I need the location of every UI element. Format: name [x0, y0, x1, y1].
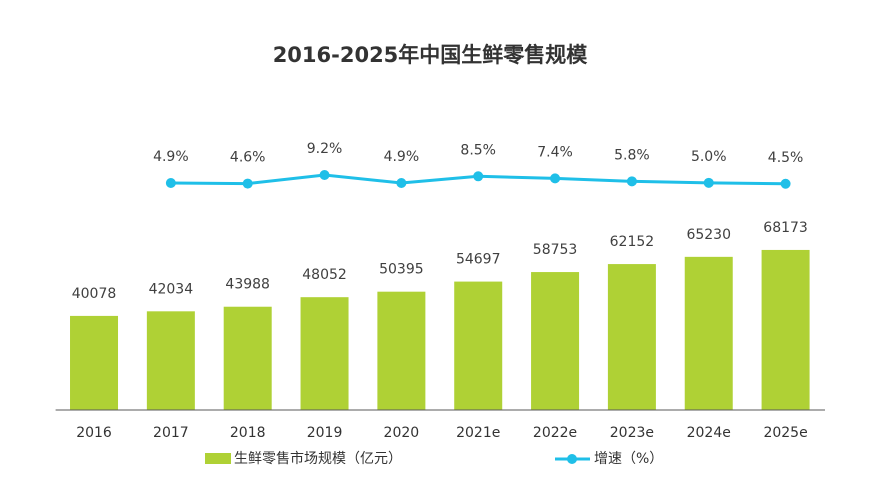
bar [684, 256, 733, 410]
growth-point [165, 178, 176, 189]
growth-point [780, 178, 791, 189]
x-tick-label: 2022e [533, 425, 577, 441]
growth-value-label: 4.6% [230, 150, 266, 166]
bar-value-label: 54697 [456, 252, 501, 268]
growth-value-label: 5.0% [691, 149, 727, 165]
x-tick-label: 2023e [610, 425, 654, 441]
bar [761, 249, 810, 410]
growth-value-label: 7.4% [537, 144, 573, 160]
growth-point [550, 173, 561, 184]
bar [146, 311, 195, 410]
bar-value-label: 40078 [72, 286, 117, 302]
growth-point [626, 176, 637, 187]
bar-value-label: 42034 [149, 281, 194, 297]
bar-value-label: 50395 [379, 262, 424, 278]
bar [377, 291, 426, 410]
bar [300, 297, 349, 410]
growth-point [703, 177, 714, 188]
growth-point [242, 178, 253, 189]
bar-value-label: 65230 [686, 227, 731, 243]
x-tick-label: 2019 [307, 425, 343, 441]
legend-dot [567, 454, 577, 464]
bar [607, 264, 656, 410]
x-tick-label: 2025e [763, 425, 807, 441]
growth-value-label: 4.9% [153, 149, 189, 165]
growth-value-label: 4.9% [384, 149, 420, 165]
bar-value-label: 68173 [763, 220, 808, 236]
growth-point [319, 170, 330, 181]
x-tick-label: 2018 [230, 425, 266, 441]
x-tick-label: 2024e [687, 425, 731, 441]
growth-point [473, 171, 484, 182]
bar-value-label: 62152 [610, 234, 655, 250]
x-tick-label: 2017 [153, 425, 189, 441]
x-tick-label: 2016 [76, 425, 112, 441]
bar-value-label: 58753 [533, 242, 578, 258]
growth-value-label: 5.8% [614, 147, 650, 163]
legend-swatch [205, 453, 231, 464]
chart-title: 2016-2025年中国生鲜零售规模 [273, 43, 589, 67]
growth-value-label: 8.5% [460, 142, 496, 158]
bar-value-label: 43988 [225, 277, 270, 293]
bar [454, 281, 503, 410]
bar [531, 272, 580, 410]
bar-value-label: 48052 [302, 267, 347, 283]
growth-value-label: 4.5% [768, 150, 804, 166]
x-tick-label: 2021e [456, 425, 500, 441]
bar [223, 306, 272, 410]
legend-label: 增速（%） [594, 451, 663, 467]
bar [70, 315, 119, 410]
growth-point [396, 178, 407, 189]
growth-value-label: 9.2% [307, 141, 343, 157]
legend-label: 生鲜零售市场规模（亿元） [234, 450, 402, 467]
x-tick-label: 2020 [384, 425, 420, 441]
